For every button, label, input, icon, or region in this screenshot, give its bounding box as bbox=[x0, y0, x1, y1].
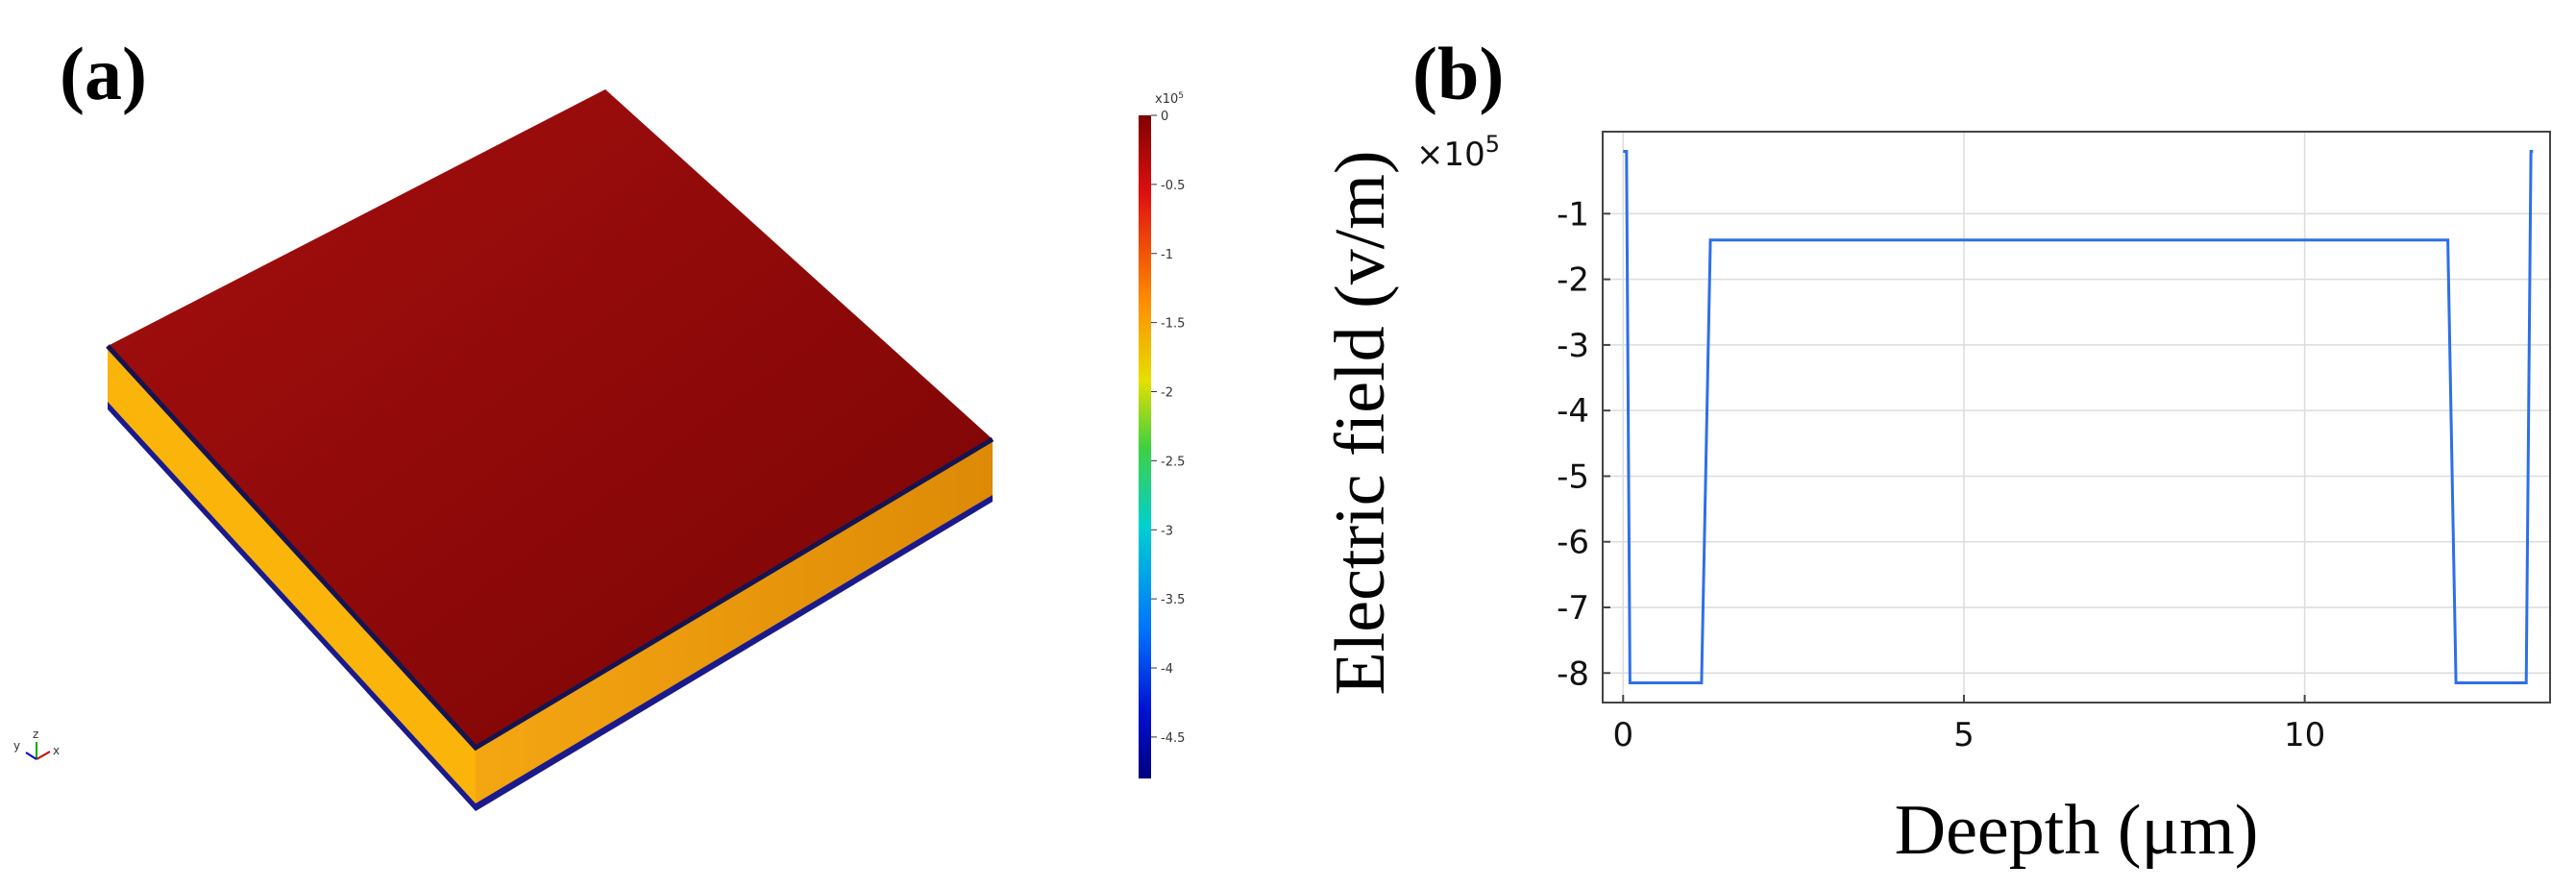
plot-frame bbox=[1602, 131, 2551, 704]
slab-left-face bbox=[108, 346, 476, 809]
panel-b-label: (b) bbox=[1412, 32, 1505, 115]
chart-gridlines bbox=[1603, 132, 2550, 703]
y-tick-label: -4 bbox=[1557, 392, 1589, 431]
x-axis-label: Deepth (μm) bbox=[1895, 791, 2259, 870]
y-tick-label: -8 bbox=[1557, 654, 1589, 693]
colorbar-tick-label: -1 bbox=[1161, 248, 1173, 262]
x-tick-label: 10 bbox=[2284, 716, 2325, 754]
y-tick-label: -2 bbox=[1557, 261, 1589, 300]
triad-z-label: z bbox=[33, 728, 38, 741]
colorbar-tick-label: -2.5 bbox=[1161, 455, 1185, 469]
colorbar-gradient bbox=[1139, 115, 1151, 778]
axis-triad: x z y bbox=[13, 728, 60, 760]
triad-y-label: y bbox=[13, 739, 20, 753]
y-multiplier: ×105 bbox=[1416, 131, 1500, 174]
colorbar-tick-label: -2 bbox=[1161, 386, 1173, 401]
panel-a-label: (a) bbox=[60, 32, 147, 115]
triad-x-label: x bbox=[53, 744, 60, 757]
colorbar-tick-label: 0 bbox=[1161, 110, 1168, 124]
y-tick-label: -5 bbox=[1557, 457, 1589, 496]
slab-right-face bbox=[476, 439, 993, 809]
colorbar-tick-label: -4 bbox=[1161, 662, 1173, 677]
colorbar-multiplier: x105 bbox=[1155, 91, 1184, 107]
slab-top-edge bbox=[106, 344, 994, 752]
x-tick-label: 5 bbox=[1953, 716, 1975, 754]
x-tick-label: 0 bbox=[1612, 716, 1633, 754]
colorbar-tick-label: -4.5 bbox=[1161, 731, 1185, 746]
colorbar-tick-label: -3 bbox=[1161, 524, 1173, 538]
colorbar-tick-label: -3.5 bbox=[1161, 593, 1185, 607]
chart-tick-labels: 0 5 10 -1 -2 -3 -4 -5 -6 -7 -8 bbox=[1557, 195, 2325, 754]
y-tick-label: -7 bbox=[1557, 589, 1589, 628]
colorbar: x105 0 -0.5 -1 -1.5 -2 -2.5 -3 -3.5 -4 -4.5 bbox=[1139, 91, 1185, 778]
colorbar-ticks: 0 -0.5 -1 -1.5 -2 -2.5 -3 -3.5 -4 -4.5 bbox=[1151, 110, 1185, 746]
colorbar-tick-label: -0.5 bbox=[1161, 179, 1185, 193]
y-tick-label: -1 bbox=[1557, 195, 1589, 234]
y-tick-label: -3 bbox=[1557, 327, 1589, 365]
colorbar-tick-label: -1.5 bbox=[1161, 317, 1185, 332]
slab-top-face bbox=[108, 89, 993, 748]
series-line-electric-field bbox=[1623, 150, 2534, 684]
slab-bottom-layer bbox=[108, 402, 993, 811]
y-axis-label: Electric field (v/m) bbox=[1321, 150, 1400, 695]
y-tick-label: -6 bbox=[1557, 524, 1589, 562]
